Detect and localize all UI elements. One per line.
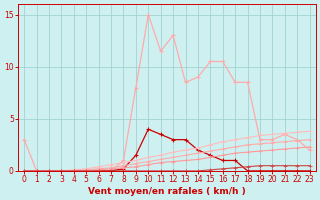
X-axis label: Vent moyen/en rafales ( km/h ): Vent moyen/en rafales ( km/h ): [88, 187, 246, 196]
